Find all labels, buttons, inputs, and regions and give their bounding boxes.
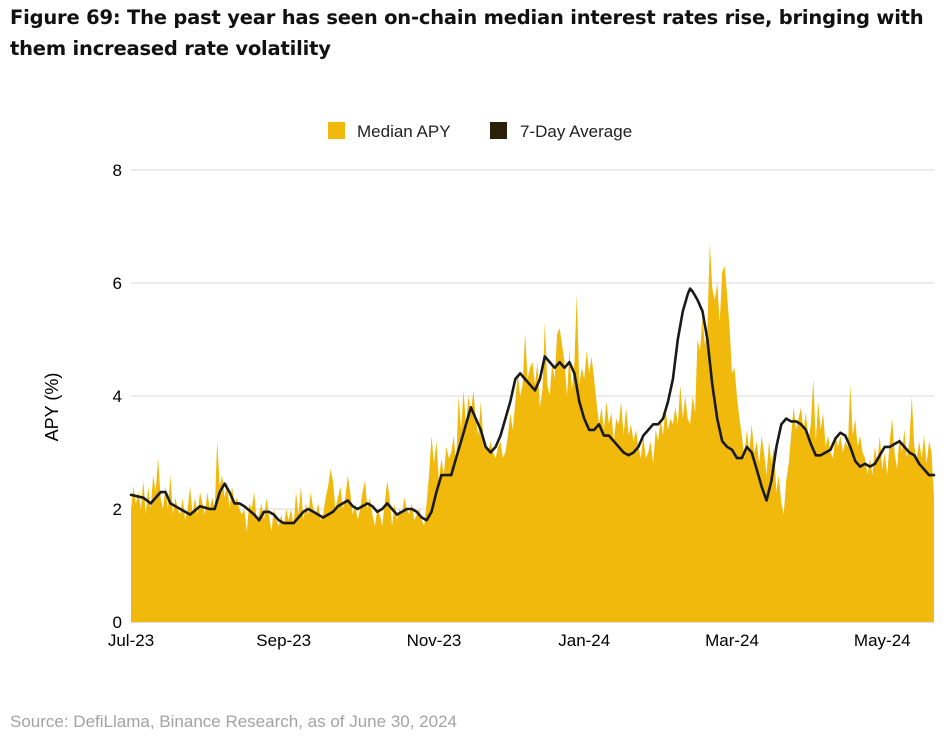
y-axis-ticks: 0 2 4 6 8: [113, 161, 122, 632]
legend-median-apy-label: Median APY: [357, 122, 451, 141]
legend-median-apy-swatch: [328, 122, 345, 139]
median-apy-area: [131, 243, 934, 622]
legend: Median APY 7-Day Average: [328, 122, 632, 141]
x-tick-label: Jan-24: [558, 631, 610, 650]
legend-7-day-average-swatch: [490, 122, 507, 139]
figure-title: Figure 69: The past year has seen on-cha…: [10, 6, 924, 60]
y-tick-label: 0: [113, 613, 122, 632]
x-tick-label: Sep-23: [256, 631, 311, 650]
y-tick-label: 2: [113, 500, 122, 519]
y-tick-label: 6: [113, 274, 122, 293]
x-axis-ticks: Jul-23 Sep-23 Nov-23 Jan-24 Mar-24 May-24: [108, 631, 911, 650]
y-tick-label: 4: [113, 387, 122, 406]
x-tick-label: Nov-23: [407, 631, 462, 650]
7-day-average-line-layer: [129, 287, 936, 525]
y-tick-label: 8: [113, 161, 122, 180]
source-note: Source: DefiLlama, Binance Research, as …: [10, 712, 457, 731]
x-tick-label: Mar-24: [705, 631, 759, 650]
median-apy-area-layer: [131, 243, 934, 622]
legend-7-day-average-label: 7-Day Average: [520, 122, 632, 141]
x-tick-label: Jul-23: [108, 631, 154, 650]
7-day-average-line: [129, 287, 936, 525]
y-axis-title: APY (%): [42, 373, 62, 442]
x-tick-label: May-24: [854, 631, 911, 650]
